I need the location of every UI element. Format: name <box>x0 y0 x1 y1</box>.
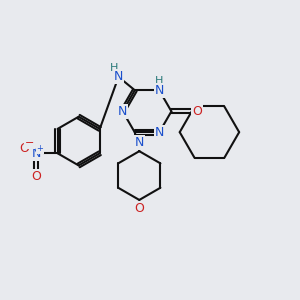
Text: O: O <box>31 170 41 183</box>
Text: N: N <box>154 126 164 139</box>
Text: O: O <box>19 142 29 155</box>
Text: O: O <box>134 202 144 215</box>
Text: H: H <box>110 63 118 73</box>
Text: H: H <box>155 76 164 86</box>
Text: N: N <box>32 147 41 160</box>
Text: O: O <box>192 105 202 118</box>
Text: −: − <box>25 138 34 148</box>
Text: N: N <box>114 70 123 83</box>
Text: N: N <box>154 84 164 97</box>
Text: N: N <box>118 105 127 118</box>
Text: N: N <box>135 136 144 149</box>
Text: +: + <box>36 144 43 153</box>
